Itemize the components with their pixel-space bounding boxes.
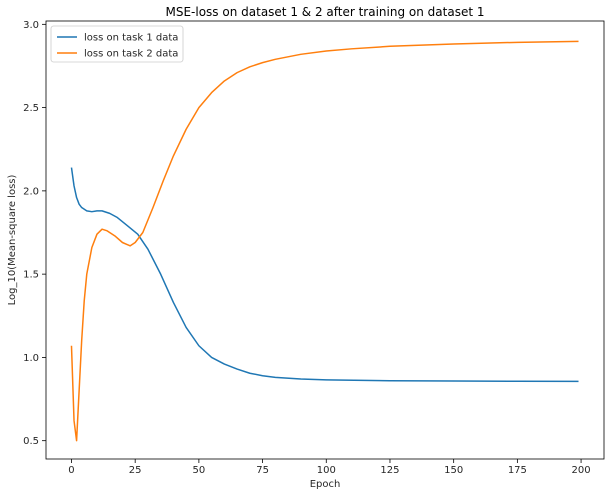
y-tick-label: 1.5 <box>23 270 39 281</box>
y-tick-label: 2.0 <box>23 186 39 197</box>
series-line-1 <box>70 167 579 383</box>
x-tick-label: 25 <box>129 465 142 476</box>
y-axis-label: Log_10(Mean-square loss) <box>7 175 18 306</box>
plot-area <box>45 20 605 460</box>
y-tick-label: 1.0 <box>23 353 39 364</box>
x-tick-label: 175 <box>508 465 527 476</box>
x-tick-label: 0 <box>68 465 74 476</box>
x-tick-label: 100 <box>317 465 336 476</box>
y-axis: 0.5 1.0 1.5 2.0 2.5 3.0 <box>23 20 46 447</box>
plot-frame <box>45 20 605 460</box>
legend: loss on task 1 data loss on task 2 data <box>50 25 184 63</box>
y-tick-label: 0.5 <box>23 436 39 447</box>
x-tick-label: 50 <box>193 465 206 476</box>
x-tick-label: 150 <box>444 465 463 476</box>
legend-label-2: loss on task 2 data <box>84 49 178 60</box>
chart-title: MSE-loss on dataset 1 & 2 after training… <box>166 5 485 19</box>
y-tick-label: 2.5 <box>23 103 39 114</box>
y-tick-label: 3.0 <box>23 20 39 31</box>
legend-label-1: loss on task 1 data <box>84 33 178 44</box>
x-axis: 0 25 50 75 100 125 150 175 200 <box>68 459 591 476</box>
legend-box <box>50 25 184 63</box>
x-tick-label: 75 <box>256 465 269 476</box>
x-tick-label: 200 <box>572 465 591 476</box>
x-axis-label: Epoch <box>310 479 341 490</box>
x-tick-label: 125 <box>380 465 399 476</box>
series-line-2 <box>70 40 579 442</box>
